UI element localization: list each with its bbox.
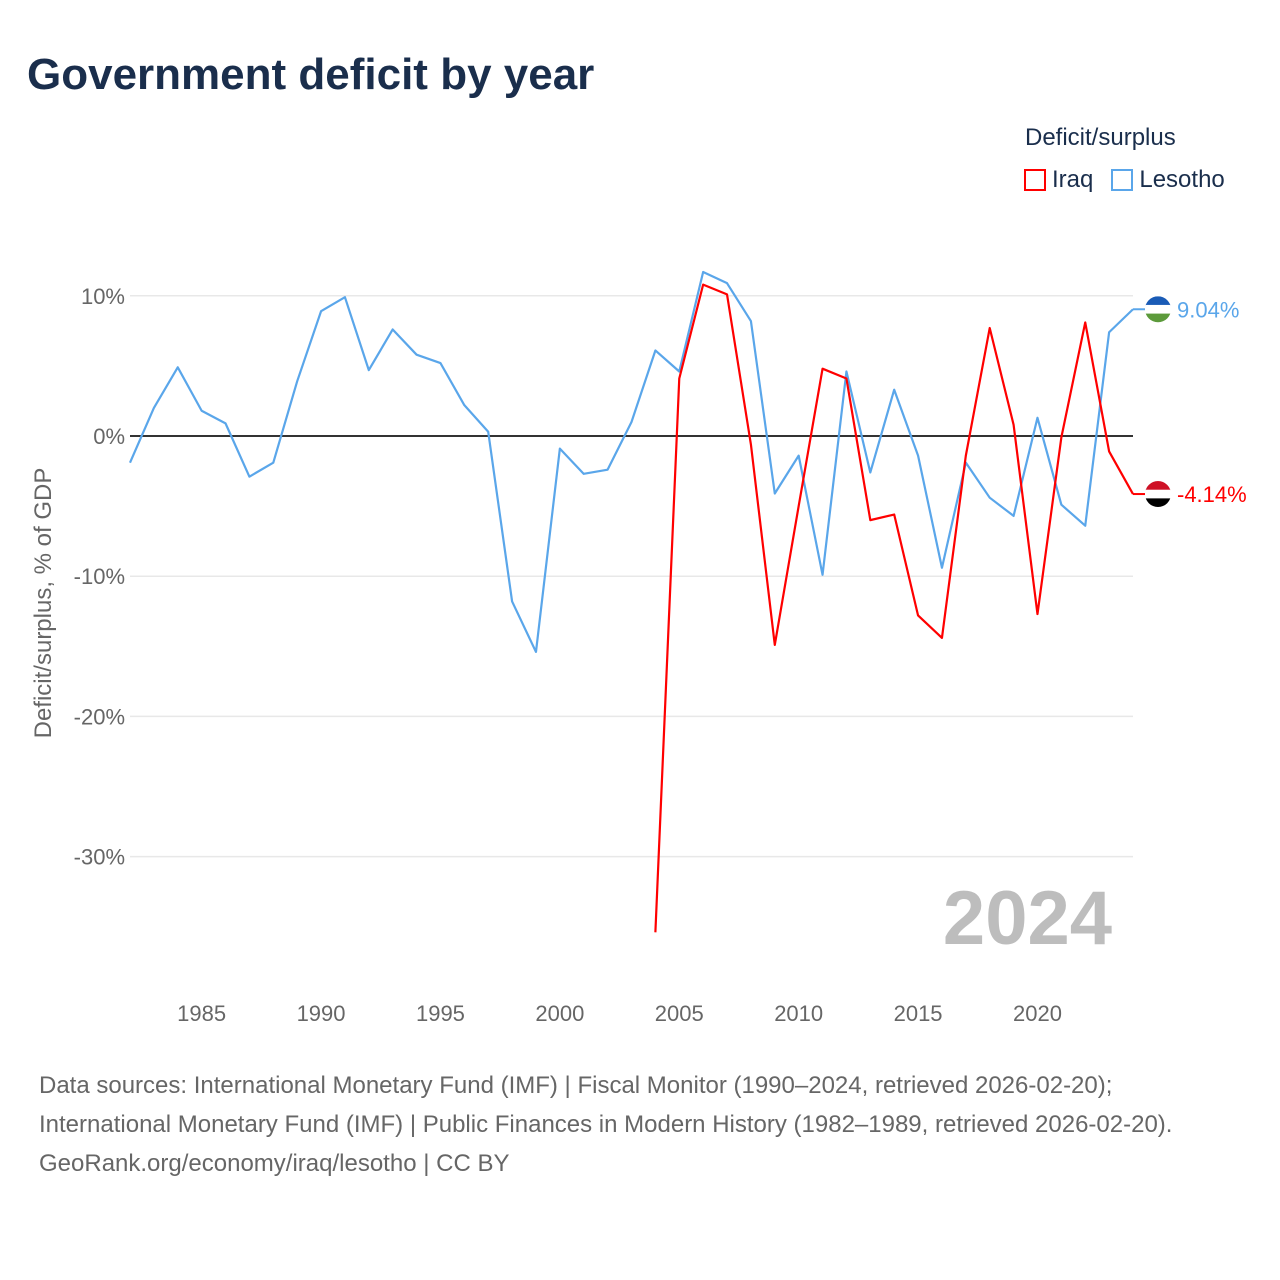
end-value-label: 9.04% xyxy=(1177,297,1239,322)
x-tick-label: 1985 xyxy=(177,1001,226,1026)
plot-area: 10% 0% -10% -20% -30% 1985 1990 1995 2000 2005 201… xyxy=(30,270,1247,1026)
legend: Iraq Lesotho xyxy=(1024,166,1225,194)
flag-stripe xyxy=(1145,313,1171,323)
y-tick-label: -20% xyxy=(74,704,125,729)
legend-item-iraq[interactable]: Iraq xyxy=(1024,166,1093,194)
y-tick-label: 10% xyxy=(81,284,125,309)
series-line-iraq xyxy=(654,283,1134,933)
footer: Data sources: International Monetary Fun… xyxy=(39,1066,1239,1183)
x-tick-label: 2010 xyxy=(774,1001,823,1026)
flag-stripe xyxy=(1145,489,1171,499)
lesotho-flag-icon xyxy=(1145,296,1171,323)
x-tick-label: 2015 xyxy=(894,1001,943,1026)
credit-link[interactable]: GeoRank.org/economy/iraq/lesotho | CC BY xyxy=(39,1150,510,1177)
legend-label: Iraq xyxy=(1052,166,1094,193)
legend-swatch-lesotho xyxy=(1111,169,1134,191)
iraq-flag-icon xyxy=(1145,481,1171,508)
legend-label: Lesotho xyxy=(1139,166,1225,193)
y-tick-label: -30% xyxy=(74,845,125,870)
x-tick-label: 2000 xyxy=(535,1001,584,1026)
year-watermark: 2024 xyxy=(943,876,1112,961)
x-tick-label: 2020 xyxy=(1013,1001,1062,1026)
flag-stripe xyxy=(1145,481,1171,491)
y-tick-label: 0% xyxy=(93,424,125,449)
chart-title: Government deficit by year xyxy=(27,50,595,99)
x-tick-label: 1990 xyxy=(297,1001,346,1026)
end-value-label: -4.14% xyxy=(1177,482,1247,507)
series-line-lesotho xyxy=(128,270,1134,654)
y-tick-label: -10% xyxy=(74,564,125,589)
y-axis-label: Deficit/surplus, % of GDP xyxy=(30,468,57,739)
legend-swatch-iraq xyxy=(1024,169,1046,191)
x-tick-label: 1995 xyxy=(416,1001,465,1026)
flag-stripe xyxy=(1145,304,1171,315)
flag-stripe xyxy=(1145,296,1171,306)
legend-title: Deficit/surplus xyxy=(1025,124,1176,151)
x-tick-label: 2005 xyxy=(655,1001,704,1026)
flag-stripe xyxy=(1145,498,1171,508)
data-sources: Data sources: International Monetary Fun… xyxy=(39,1072,1173,1138)
legend-item-lesotho[interactable]: Lesotho xyxy=(1111,166,1225,194)
